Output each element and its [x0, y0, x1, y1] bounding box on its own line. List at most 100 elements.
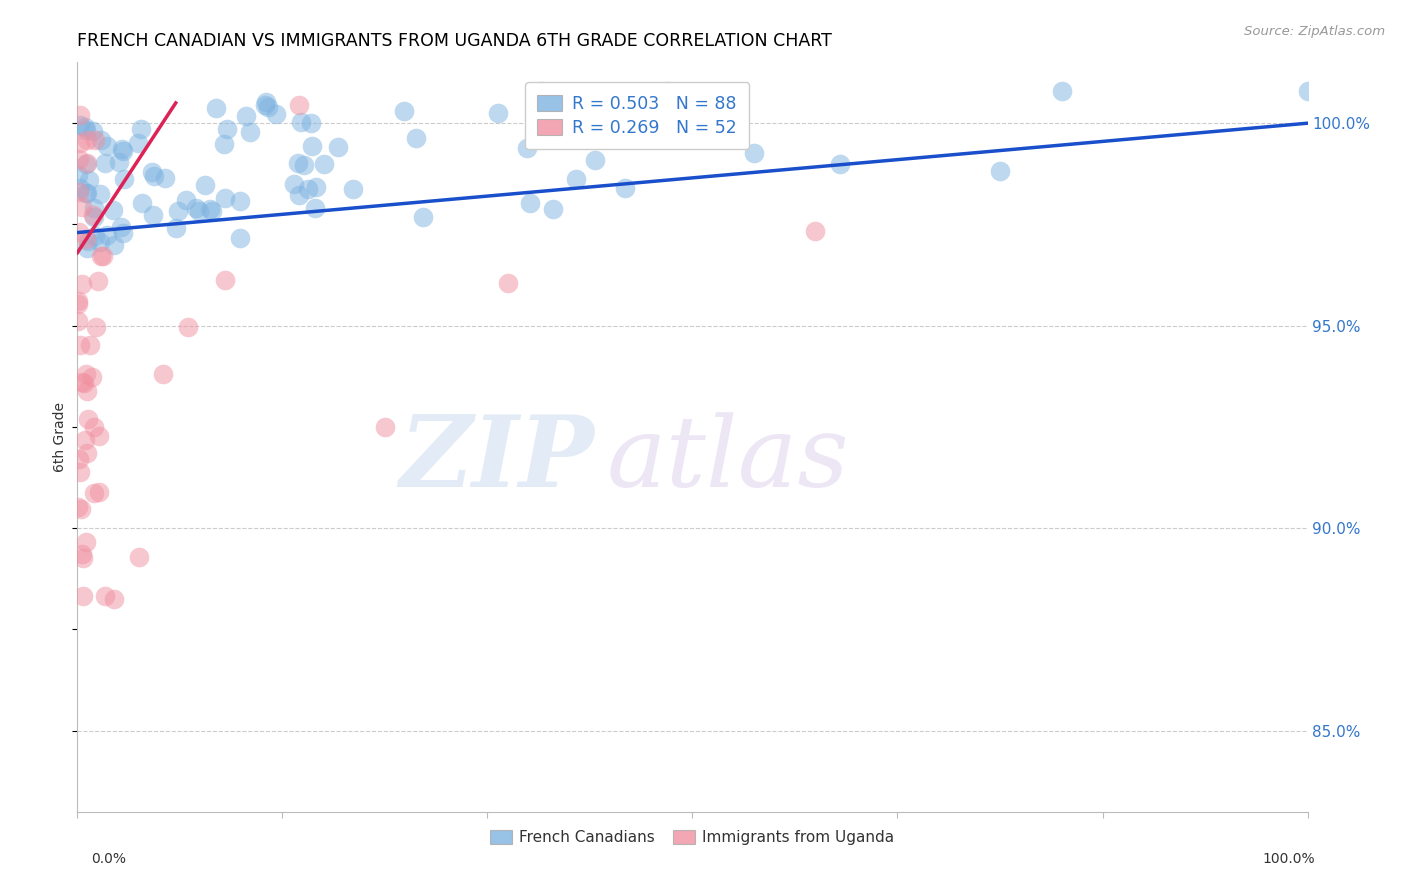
Point — [188, 204, 211, 219]
Point — [152, 367, 174, 381]
Point — [80, 369, 103, 384]
Point — [83, 201, 105, 215]
Point — [94, 156, 117, 170]
Point — [83, 420, 105, 434]
Text: Source: ZipAtlas.com: Source: ZipAtlas.com — [1244, 25, 1385, 38]
Point — [155, 170, 177, 185]
Point — [214, 273, 236, 287]
Point — [623, 126, 645, 140]
Point — [283, 178, 305, 192]
Point — [312, 157, 335, 171]
Point — [229, 194, 252, 208]
Point — [582, 103, 605, 117]
Point — [89, 429, 111, 443]
Point — [90, 249, 112, 263]
Text: FRENCH CANADIAN VS IMMIGRANTS FROM UGANDA 6TH GRADE CORRELATION CHART: FRENCH CANADIAN VS IMMIGRANTS FROM UGAND… — [77, 32, 832, 50]
Point — [76, 156, 98, 170]
Point — [288, 188, 311, 202]
Point — [69, 180, 91, 194]
Point — [326, 140, 349, 154]
Point — [75, 535, 97, 549]
Point — [297, 182, 319, 196]
Text: atlas: atlas — [606, 412, 849, 508]
Point — [70, 200, 93, 214]
Point — [96, 228, 118, 243]
Point — [305, 179, 328, 194]
Point — [111, 226, 134, 240]
Point — [83, 210, 105, 224]
Text: 0.0%: 0.0% — [91, 852, 127, 866]
Point — [70, 277, 93, 292]
Point — [292, 158, 315, 172]
Point — [66, 296, 89, 310]
Point — [205, 101, 228, 115]
Point — [69, 466, 91, 480]
Point — [342, 182, 364, 196]
Point — [288, 98, 311, 112]
Point — [103, 591, 125, 606]
Point — [129, 122, 152, 136]
Point — [496, 276, 519, 290]
Point — [69, 118, 91, 132]
Point — [486, 106, 509, 120]
Point — [108, 155, 131, 169]
Point — [75, 232, 97, 246]
Point — [93, 249, 115, 263]
Point — [304, 201, 326, 215]
Point — [198, 202, 221, 216]
Point — [73, 434, 96, 448]
Point — [536, 114, 558, 128]
Point — [76, 384, 98, 399]
Point — [84, 229, 107, 244]
Y-axis label: 6th Grade: 6th Grade — [53, 402, 67, 472]
Point — [67, 152, 90, 166]
Point — [72, 375, 94, 389]
Point — [66, 294, 89, 309]
Legend: French Canadians, Immigrants from Uganda: French Canadians, Immigrants from Uganda — [482, 822, 903, 853]
Point — [73, 376, 96, 390]
Point — [128, 549, 150, 564]
Point — [75, 368, 97, 382]
Point — [75, 157, 97, 171]
Point — [76, 446, 98, 460]
Point — [72, 589, 94, 603]
Point — [72, 551, 94, 566]
Point — [89, 235, 111, 249]
Point — [127, 136, 149, 150]
Point — [374, 419, 396, 434]
Point — [66, 500, 89, 515]
Point — [215, 122, 238, 136]
Point — [657, 84, 679, 98]
Text: ZIP: ZIP — [399, 411, 595, 508]
Point — [287, 156, 309, 170]
Point — [67, 169, 90, 183]
Point — [167, 204, 190, 219]
Point — [69, 502, 91, 516]
Point — [229, 231, 252, 245]
Point — [82, 124, 104, 138]
Point — [519, 196, 541, 211]
Point — [72, 547, 94, 561]
Point — [73, 120, 96, 135]
Point — [541, 202, 564, 216]
Point — [69, 136, 91, 150]
Point — [141, 165, 163, 179]
Point — [177, 320, 200, 334]
Point — [412, 211, 434, 225]
Point — [142, 208, 165, 222]
Point — [94, 589, 117, 603]
Point — [89, 187, 111, 202]
Point — [76, 411, 98, 425]
Point — [253, 98, 276, 112]
Point — [264, 106, 287, 120]
Point — [101, 202, 124, 217]
Point — [194, 178, 217, 192]
Point — [77, 235, 100, 249]
Point — [254, 95, 277, 109]
Point — [516, 141, 538, 155]
Point — [988, 164, 1011, 178]
Point — [290, 114, 312, 128]
Point — [143, 169, 166, 183]
Point — [165, 221, 187, 235]
Point — [86, 320, 108, 334]
